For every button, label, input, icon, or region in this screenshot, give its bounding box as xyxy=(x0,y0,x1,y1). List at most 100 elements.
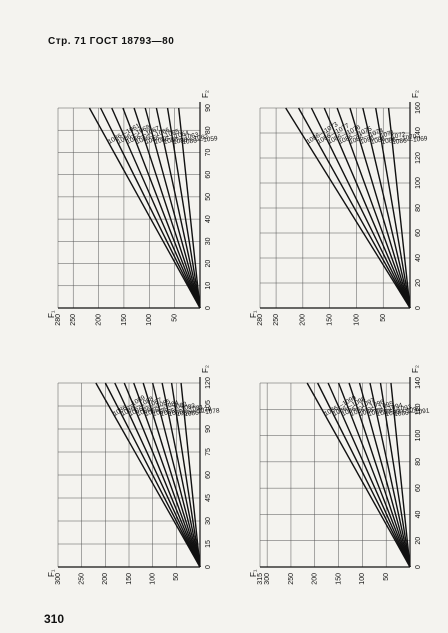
tick-label-f2: 120 xyxy=(415,152,422,164)
tick-label-f2: 90 xyxy=(205,425,212,433)
chart-top-right: 1086—10691086—10701086—10721086—10711086… xyxy=(249,90,428,326)
series-line xyxy=(323,107,411,309)
chart-bottom-left: 1086—10781086—10791086—10811086—10821086… xyxy=(47,365,220,585)
series-line xyxy=(327,382,411,568)
tick-label-f2: 80 xyxy=(415,458,422,466)
tick-label-f2: 0 xyxy=(415,565,422,569)
tick-label-f1: 200 xyxy=(102,573,109,585)
series-line xyxy=(349,107,411,309)
tick-label-f1: 100 xyxy=(146,314,153,326)
series-line xyxy=(362,107,411,309)
tick-label-f2: 100 xyxy=(415,430,422,442)
tick-label-f2: 70 xyxy=(205,148,212,156)
tick-label-f2: 160 xyxy=(415,102,422,114)
tick-label-f2: 80 xyxy=(205,126,212,134)
tick-label-f2: 30 xyxy=(205,237,212,245)
series-line xyxy=(133,382,201,568)
axis-label-f2: F₂ xyxy=(201,90,210,98)
axis-label-f2: F₂ xyxy=(411,90,420,98)
series-line xyxy=(111,107,201,309)
series-line xyxy=(178,107,201,309)
tick-label-f1: 200 xyxy=(300,314,307,326)
tick-label-f1: 50 xyxy=(380,314,387,322)
tick-label-f1: 50 xyxy=(173,573,180,581)
series-line xyxy=(387,107,411,309)
tick-label-f2: 40 xyxy=(415,254,422,262)
tick-label-f1: 280 xyxy=(257,314,264,326)
series-line xyxy=(316,382,411,568)
tick-label-f1: 150 xyxy=(326,314,333,326)
series-line xyxy=(180,382,201,568)
chart-bottom-right: 1086—10911086—10921086—10931086—10941086… xyxy=(249,365,430,585)
tick-label-f2: 40 xyxy=(415,510,422,518)
tick-label-f1: 300 xyxy=(55,573,62,585)
tick-label-f2: 15 xyxy=(205,540,212,548)
tick-label-f2: 45 xyxy=(205,494,212,502)
tick-label-f1: 150 xyxy=(121,314,128,326)
series-line xyxy=(390,382,411,568)
series-line xyxy=(297,107,411,309)
tick-label-f2: 60 xyxy=(205,471,212,479)
tick-label-f2: 80 xyxy=(415,204,422,212)
tick-label-f2: 20 xyxy=(415,279,422,287)
series-line xyxy=(310,107,411,309)
axis-label-f2: F₂ xyxy=(201,365,210,373)
tick-label-f2: 0 xyxy=(415,306,422,310)
axis-label-f2: F₂ xyxy=(411,365,420,373)
series-line xyxy=(114,382,201,568)
tick-label-f2: 75 xyxy=(205,448,212,456)
axis-label-f1: F₁ xyxy=(47,569,56,577)
series-line xyxy=(161,382,201,568)
series-line xyxy=(379,382,411,568)
chart-top-left: 1086—10591086—10621086—10631086—10641086… xyxy=(47,90,218,326)
tick-label-f1: 50 xyxy=(171,314,178,322)
tick-label-f2: 100 xyxy=(415,177,422,189)
page-header: Стр. 71 ГОСТ 18793—80 xyxy=(48,36,175,47)
series-line xyxy=(285,107,411,309)
tick-label-f1: 100 xyxy=(359,573,366,585)
tick-label-f2: 10 xyxy=(205,282,212,290)
axis-label-f1: F₁ xyxy=(47,310,56,318)
series-line xyxy=(369,382,411,568)
tick-label-f2: 40 xyxy=(205,215,212,223)
axis-label-f1: F₁ xyxy=(249,569,258,577)
series-line xyxy=(166,107,201,309)
series-line xyxy=(358,382,411,568)
series-line xyxy=(95,382,201,568)
series-line xyxy=(133,107,201,309)
tick-label-f2: 20 xyxy=(205,260,212,268)
tick-label-f1: 250 xyxy=(288,573,295,585)
series-line xyxy=(88,107,201,309)
tick-label-f1: 150 xyxy=(335,573,342,585)
tick-label-f1: 250 xyxy=(273,314,280,326)
tick-label-f2: 140 xyxy=(415,377,422,389)
tick-label-f2: 50 xyxy=(205,193,212,201)
tick-label-f2: 0 xyxy=(205,306,212,310)
series-line xyxy=(348,382,411,568)
series-label: 1086—1059 xyxy=(182,135,218,146)
tick-label-f2: 60 xyxy=(415,229,422,237)
series-line xyxy=(337,382,411,568)
tick-label-f1: 50 xyxy=(383,573,390,581)
series-line xyxy=(336,107,411,309)
tick-label-f2: 60 xyxy=(415,484,422,492)
series-line xyxy=(306,382,411,568)
tick-label-f1: 250 xyxy=(79,573,86,585)
tick-label-f2: 105 xyxy=(205,400,212,412)
tick-label-f2: 30 xyxy=(205,517,212,525)
series-line xyxy=(151,382,201,568)
tick-label-f2: 120 xyxy=(205,377,212,389)
tick-label-f2: 60 xyxy=(205,171,212,179)
page-number: 310 xyxy=(44,612,65,626)
tick-label-f2: 20 xyxy=(415,537,422,545)
series-line xyxy=(142,382,201,568)
tick-label-f1: 250 xyxy=(70,314,77,326)
tick-label-f1: 200 xyxy=(312,573,319,585)
tick-label-f2: 120 xyxy=(415,403,422,415)
series-line xyxy=(155,107,201,309)
tick-label-f1: 300 xyxy=(264,573,271,585)
tick-label-f2: 140 xyxy=(415,127,422,139)
series-label: 1086—1078 xyxy=(184,407,220,418)
series-line xyxy=(144,107,201,309)
tick-label-f2: 0 xyxy=(205,565,212,569)
